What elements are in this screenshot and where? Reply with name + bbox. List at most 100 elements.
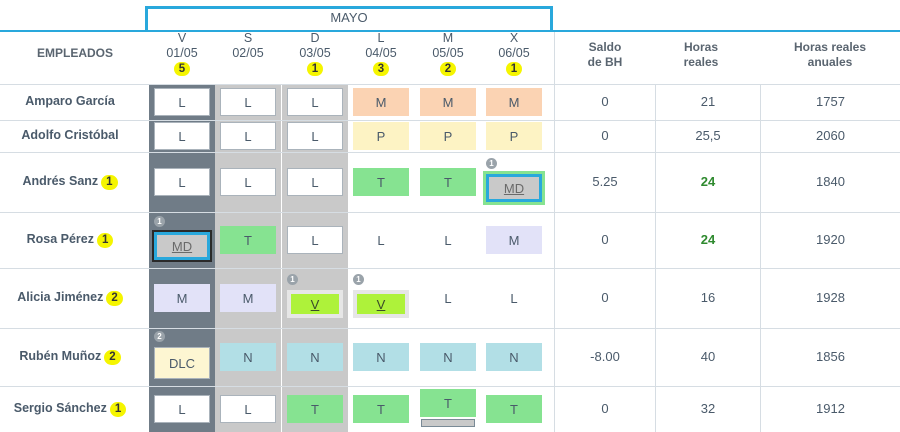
day-header-03-05[interactable]: D 03/05 1	[282, 31, 348, 76]
shift-cell[interactable]: L	[510, 290, 518, 306]
day-count-badge: 1	[505, 62, 523, 76]
employee-name: Andrés Sanz	[22, 174, 99, 188]
day-header-01-05[interactable]: V 01/05 5	[149, 31, 215, 76]
day-header-04-05[interactable]: L 04/05 3	[348, 31, 414, 76]
shift-cell[interactable]: L	[154, 168, 210, 196]
shift-cell[interactable]: T	[220, 226, 276, 254]
day-count-badge: 1	[306, 62, 324, 76]
shift-cell[interactable]: L	[154, 88, 210, 116]
employee-name-cell[interactable]: Andrés Sanz 1	[0, 174, 140, 190]
shift-cell[interactable]: T	[420, 168, 476, 196]
divider	[554, 32, 555, 432]
balance-value: 0	[601, 401, 609, 416]
shift-cell[interactable]: V	[287, 290, 343, 318]
shift-cell[interactable]: L	[154, 122, 210, 150]
shift-cell[interactable]: T	[420, 389, 476, 417]
day-header-05-05[interactable]: M 05/05 2	[415, 31, 481, 76]
shift-cell[interactable]: M	[154, 284, 210, 312]
real-hours-header: Horas reales	[656, 40, 746, 70]
real-hours-value: 24	[700, 174, 716, 189]
row-divider	[0, 328, 900, 329]
shift-cell[interactable]: M	[486, 226, 542, 254]
annual-hours-value: 1928	[816, 290, 845, 305]
employee-name: Rubén Muñoz	[19, 349, 102, 363]
employee-name-cell[interactable]: Amparo García	[0, 94, 140, 108]
shift-cell[interactable]: N	[486, 343, 542, 371]
balance-value: -8.00	[590, 349, 620, 364]
day-date: 06/05	[498, 46, 530, 60]
note-count-badge: 1	[353, 274, 364, 285]
real-hours-value: 32	[700, 401, 716, 416]
row-divider	[0, 386, 900, 387]
shift-cell[interactable]: M	[420, 88, 476, 116]
day-date: 02/05	[232, 46, 264, 60]
balance-value: 0	[601, 128, 609, 143]
shift-cell[interactable]: T	[486, 395, 542, 423]
shift-cell[interactable]: L	[220, 168, 276, 196]
annual-hours-value: 1757	[816, 94, 845, 109]
row-divider	[0, 268, 900, 269]
day-header-06-05[interactable]: X 06/05 1	[481, 31, 547, 76]
shift-cell[interactable]: N	[353, 343, 409, 371]
shift-cell[interactable]: P	[420, 122, 476, 150]
note-count-badge: 1	[486, 158, 497, 169]
shift-cell[interactable]: M	[486, 88, 542, 116]
shift-cell[interactable]: M	[353, 88, 409, 116]
note-count-badge: 1	[287, 274, 298, 285]
shift-cell[interactable]: MD	[152, 230, 212, 262]
employee-name: Amparo García	[25, 94, 115, 108]
split-shift-bar[interactable]	[421, 419, 475, 427]
real-hours-header-line1: Horas	[683, 40, 718, 54]
row-divider	[0, 120, 900, 121]
employee-count-badge: 1	[101, 175, 118, 190]
day-letter: M	[442, 31, 454, 45]
annual-hours-header-line2: anuales	[807, 55, 853, 69]
day-letter: D	[310, 31, 320, 45]
shift-cell[interactable]: DLC	[154, 347, 210, 379]
shift-cell[interactable]: T	[353, 395, 409, 423]
note-count-badge: 2	[154, 331, 165, 342]
day-letter: L	[377, 31, 385, 45]
employee-name-cell[interactable]: Adolfo Cristóbal	[0, 128, 140, 142]
shift-cell[interactable]: N	[287, 343, 343, 371]
shift-cell[interactable]: L	[287, 168, 343, 196]
shift-cell[interactable]: T	[353, 168, 409, 196]
shift-cell[interactable]: P	[486, 122, 542, 150]
shift-cell[interactable]: L	[444, 290, 452, 306]
balance-value: 0	[601, 232, 609, 247]
shift-cell[interactable]: L	[287, 122, 343, 150]
shift-cell[interactable]: P	[353, 122, 409, 150]
day-date: 05/05	[432, 46, 464, 60]
employee-count-badge: 1	[109, 402, 127, 417]
shift-cell[interactable]: V	[353, 290, 409, 318]
employee-name-cell[interactable]: Sergio Sánchez 1	[0, 401, 140, 417]
shift-cell[interactable]: L	[287, 88, 343, 116]
shift-cell[interactable]: M	[220, 284, 276, 312]
employee-name-cell[interactable]: Rubén Muñoz 2	[0, 349, 140, 365]
shift-cell[interactable]: L	[220, 88, 276, 116]
real-hours-value: 16	[700, 290, 716, 305]
shift-cell[interactable]: L	[220, 395, 276, 423]
annual-hours-value: 1912	[816, 401, 845, 416]
employee-name-cell[interactable]: Alicia Jiménez 2	[0, 290, 140, 306]
row-divider	[0, 84, 900, 85]
shift-cell[interactable]: L	[154, 395, 210, 423]
day-header-02-05[interactable]: S 02/05	[215, 31, 281, 61]
balance-value: 5.25	[592, 174, 618, 189]
employee-name-cell[interactable]: Rosa Pérez 1	[0, 232, 140, 248]
annual-hours-header-line1: Horas reales	[793, 40, 867, 54]
employee-count-badge: 2	[106, 291, 123, 306]
shift-cell[interactable]: N	[220, 343, 276, 371]
employee-name: Alicia Jiménez	[17, 290, 104, 304]
real-hours-value: 24	[700, 232, 716, 247]
row-divider	[0, 152, 900, 153]
shift-cell[interactable]: L	[377, 232, 385, 248]
shift-cell[interactable]: L	[220, 122, 276, 150]
day-date: 03/05	[299, 46, 331, 60]
shift-cell[interactable]: L	[287, 226, 343, 254]
shift-cell[interactable]: MD	[483, 171, 545, 205]
shift-cell[interactable]: L	[444, 232, 452, 248]
shift-cell[interactable]: N	[420, 343, 476, 371]
shift-cell[interactable]: T	[287, 395, 343, 423]
